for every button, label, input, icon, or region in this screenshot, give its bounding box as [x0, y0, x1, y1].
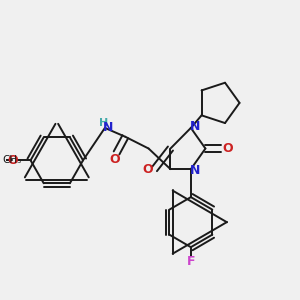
Text: CH₃: CH₃: [2, 155, 21, 165]
Text: N: N: [103, 121, 113, 134]
Text: O: O: [8, 154, 18, 167]
Text: O: O: [109, 153, 119, 166]
Text: F: F: [187, 255, 195, 268]
Text: H: H: [99, 118, 108, 128]
Text: N: N: [190, 164, 200, 177]
Text: O: O: [223, 142, 233, 155]
Text: O: O: [143, 163, 153, 176]
Text: N: N: [190, 120, 200, 133]
